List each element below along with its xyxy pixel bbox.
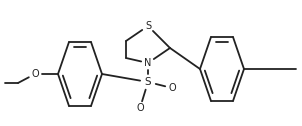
Text: S: S: [145, 21, 151, 31]
Text: O: O: [168, 83, 176, 93]
Text: S: S: [145, 77, 151, 87]
Text: N: N: [144, 58, 152, 68]
Text: O: O: [136, 103, 144, 113]
Text: O: O: [31, 69, 39, 79]
